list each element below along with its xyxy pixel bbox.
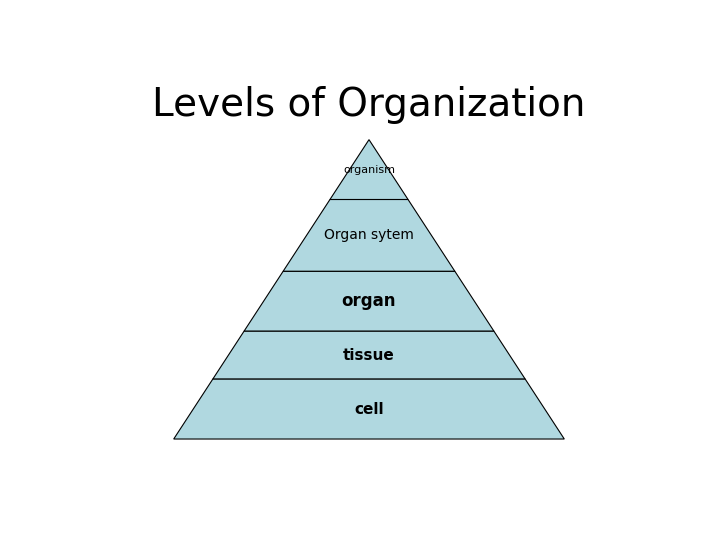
Polygon shape <box>244 272 494 331</box>
Text: Organ sytem: Organ sytem <box>324 228 414 242</box>
Text: Levels of Organization: Levels of Organization <box>153 85 585 124</box>
Text: organ: organ <box>342 292 396 310</box>
Polygon shape <box>174 379 564 439</box>
Polygon shape <box>330 140 408 199</box>
Text: cell: cell <box>354 402 384 416</box>
Polygon shape <box>213 331 526 379</box>
Text: tissue: tissue <box>343 348 395 363</box>
Text: organism: organism <box>343 165 395 174</box>
Polygon shape <box>283 199 455 272</box>
